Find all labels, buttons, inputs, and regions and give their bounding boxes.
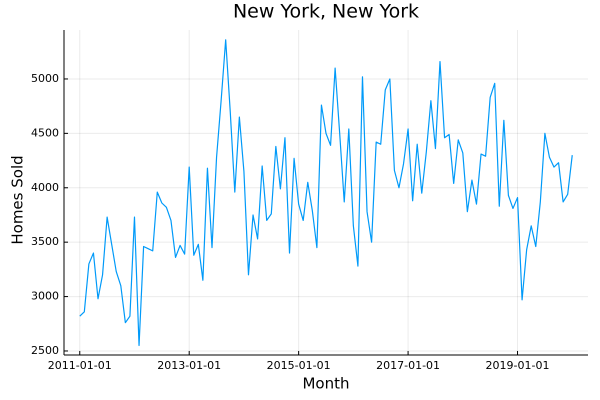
y-tick-label: 2500 (31, 344, 59, 357)
x-tick-label: 2019-01-01 (486, 359, 550, 372)
y-tick-label: 4000 (31, 181, 59, 194)
x-tick-label: 2011-01-01 (48, 359, 112, 372)
y-tick-label: 5000 (31, 72, 59, 85)
y-tick-label: 3000 (31, 290, 59, 303)
y-tick-label: 3500 (31, 235, 59, 248)
y-tick-label: 4500 (31, 126, 59, 139)
data-line (79, 39, 573, 347)
x-tick-label: 2013-01-01 (157, 359, 221, 372)
x-axis-label: Month (302, 375, 349, 393)
y-axis-label: Homes Sold (9, 155, 27, 244)
x-tick-label: 2015-01-01 (267, 359, 331, 372)
chart-title: New York, New York (233, 1, 419, 23)
x-tick-label: 2017-01-01 (376, 359, 440, 372)
